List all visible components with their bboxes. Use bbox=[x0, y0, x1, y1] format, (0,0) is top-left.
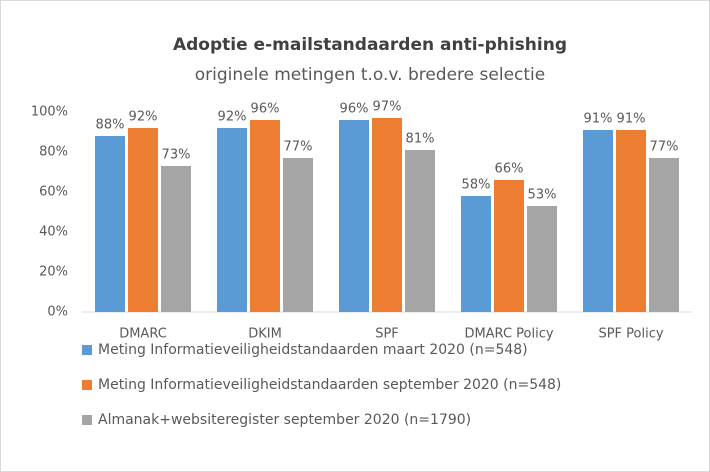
data-label: 58% bbox=[462, 178, 491, 193]
chart-title: Adoptie e-mailstandaarden anti-phishing bbox=[173, 35, 567, 55]
bar bbox=[372, 118, 402, 312]
legend-label: Meting Informatieveiligheidstandaarden s… bbox=[98, 377, 561, 393]
legend-swatch bbox=[82, 345, 92, 355]
data-label: 73% bbox=[162, 148, 191, 163]
y-tick-label: 20% bbox=[39, 265, 68, 280]
legend-label: Almanak+websiteregister september 2020 (… bbox=[98, 412, 471, 428]
bar bbox=[339, 120, 369, 312]
bar bbox=[461, 196, 491, 312]
bar bbox=[217, 128, 247, 312]
bar bbox=[527, 206, 557, 312]
chart-subtitle: originele metingen t.o.v. bredere select… bbox=[195, 65, 545, 85]
bar bbox=[405, 150, 435, 312]
x-tick-label: SPF Policy bbox=[598, 327, 663, 342]
y-tick-label: 0% bbox=[47, 305, 68, 320]
bar bbox=[583, 130, 613, 312]
y-tick-label: 80% bbox=[39, 145, 68, 160]
bar bbox=[494, 180, 524, 312]
x-tick-label: DMARC bbox=[119, 327, 167, 342]
bar bbox=[161, 166, 191, 312]
legend-label: Meting Informatieveiligheidstandaarden m… bbox=[98, 342, 528, 358]
data-label: 92% bbox=[218, 110, 247, 125]
y-tick-label: 60% bbox=[39, 185, 68, 200]
data-label: 88% bbox=[96, 118, 125, 133]
data-label: 77% bbox=[284, 140, 313, 155]
x-tick-label: DMARC Policy bbox=[464, 327, 553, 342]
y-tick-label: 40% bbox=[39, 225, 68, 240]
legend-swatch bbox=[82, 415, 92, 425]
data-label: 53% bbox=[528, 188, 557, 203]
bar bbox=[250, 120, 280, 312]
data-label: 96% bbox=[340, 102, 369, 117]
bar bbox=[95, 136, 125, 312]
data-label: 66% bbox=[495, 162, 524, 177]
bar bbox=[649, 158, 679, 312]
y-tick-label: 100% bbox=[31, 105, 68, 120]
legend-swatch bbox=[82, 380, 92, 390]
data-label: 91% bbox=[617, 112, 646, 127]
bar bbox=[283, 158, 313, 312]
data-label: 96% bbox=[251, 102, 280, 117]
data-label: 97% bbox=[373, 100, 402, 115]
data-label: 81% bbox=[406, 132, 435, 147]
bar bbox=[616, 130, 646, 312]
x-tick-label: SPF bbox=[375, 327, 399, 342]
data-label: 77% bbox=[650, 140, 679, 155]
x-tick-label: DKIM bbox=[248, 327, 282, 342]
data-label: 91% bbox=[584, 112, 613, 127]
data-label: 92% bbox=[129, 110, 158, 125]
bar bbox=[128, 128, 158, 312]
